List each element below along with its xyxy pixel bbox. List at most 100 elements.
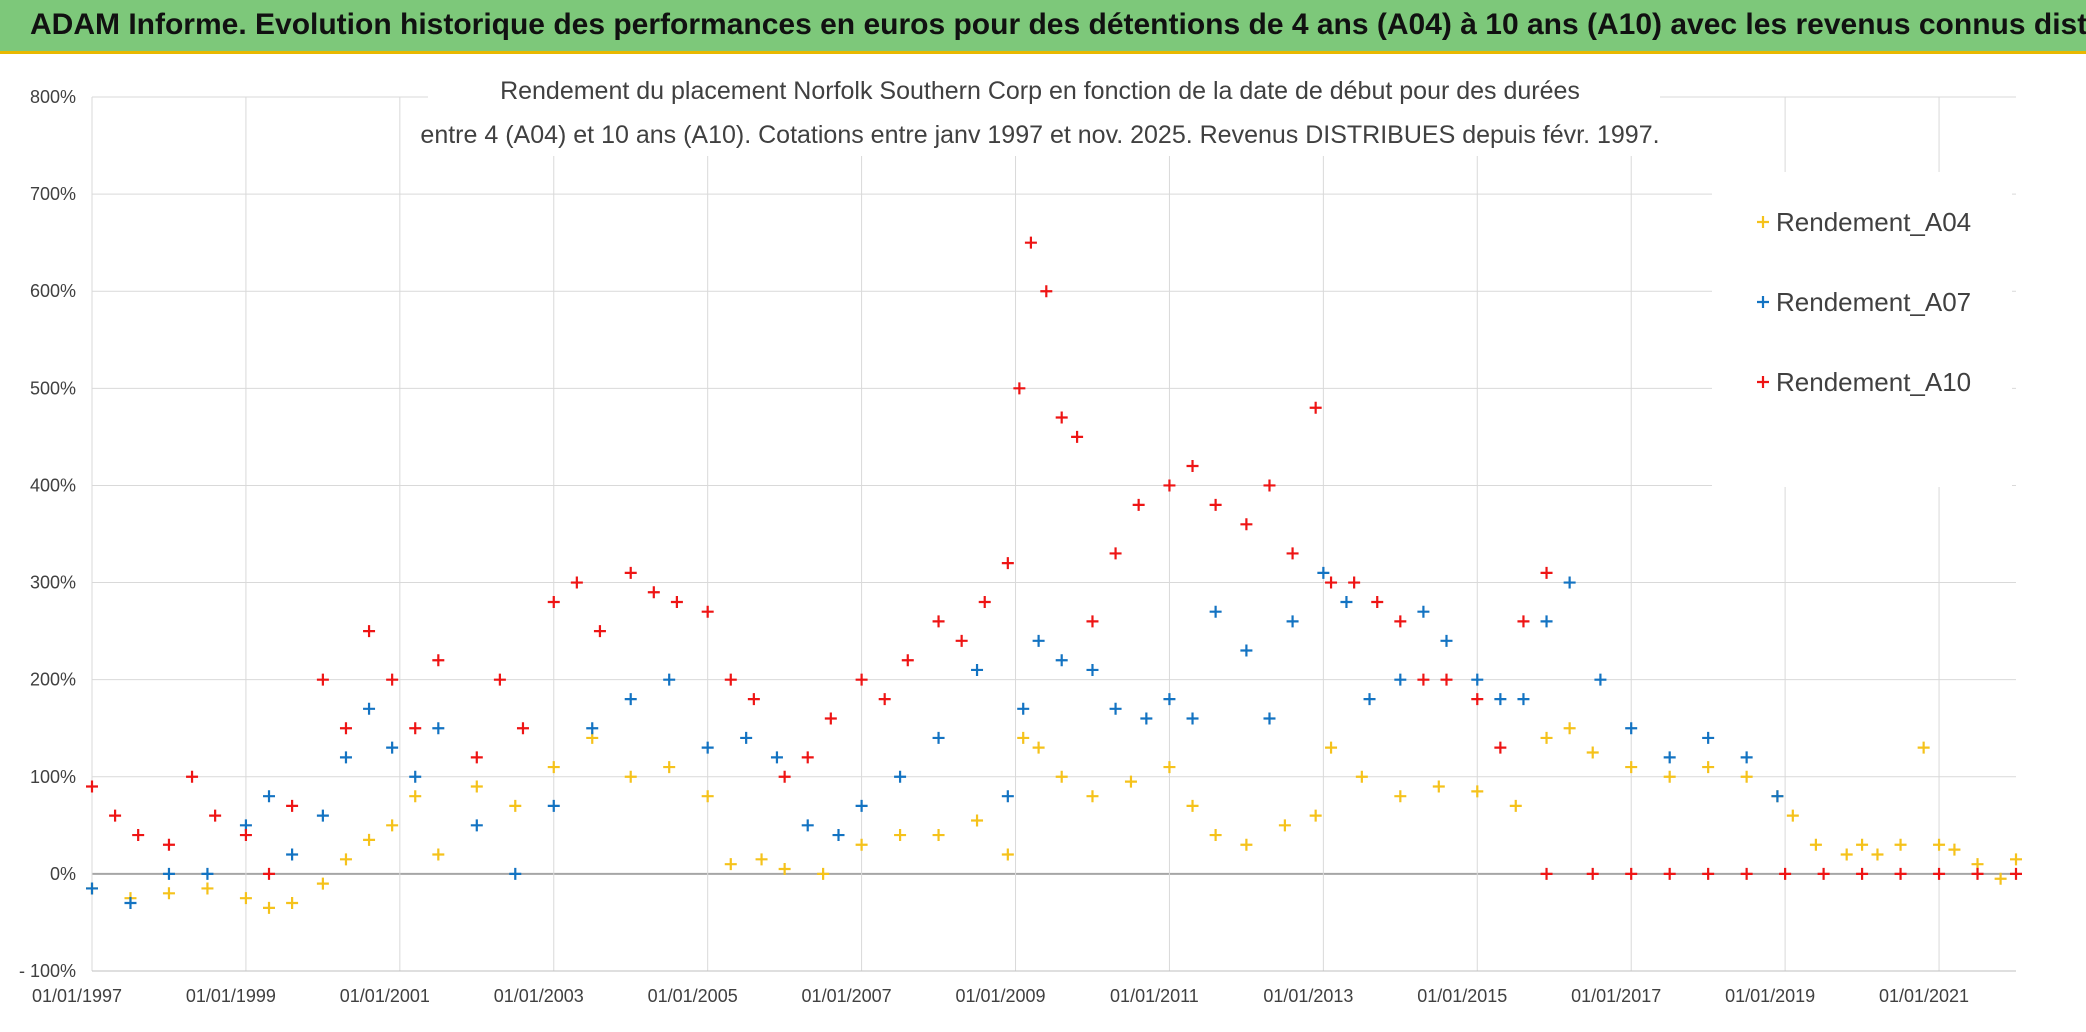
data-point xyxy=(363,702,376,715)
data-point xyxy=(1263,712,1276,725)
data-point xyxy=(1540,731,1553,744)
data-point xyxy=(1286,547,1299,560)
data-point xyxy=(1417,673,1430,686)
data-point xyxy=(432,654,445,667)
data-point xyxy=(1355,770,1368,783)
data-point xyxy=(132,829,145,842)
y-tick-label: 600% xyxy=(30,281,76,301)
data-point xyxy=(1055,411,1068,424)
data-point xyxy=(263,867,276,880)
data-point xyxy=(1917,741,1930,754)
chart-title-line-1: Rendement du placement Norfolk Southern … xyxy=(500,77,1580,105)
data-point xyxy=(1132,498,1145,511)
data-point xyxy=(724,673,737,686)
y-tick-label: 800% xyxy=(30,87,76,107)
data-point xyxy=(1163,479,1176,492)
y-tick-label: 400% xyxy=(30,475,76,495)
data-point xyxy=(547,799,560,812)
data-point xyxy=(239,892,252,905)
data-point xyxy=(1086,663,1099,676)
data-point xyxy=(1471,785,1484,798)
data-point xyxy=(263,901,276,914)
data-point xyxy=(670,595,683,608)
x-tick-label: 01/01/2009 xyxy=(955,986,1045,1006)
data-point xyxy=(1702,867,1715,880)
y-tick-label: 200% xyxy=(30,670,76,690)
data-point xyxy=(832,829,845,842)
data-point xyxy=(1278,819,1291,832)
data-point xyxy=(124,897,137,910)
data-point xyxy=(1779,867,1792,880)
series-layer xyxy=(86,236,2022,914)
data-point xyxy=(1013,382,1026,395)
data-point xyxy=(1186,799,1199,812)
data-point xyxy=(1240,644,1253,657)
data-point xyxy=(1663,751,1676,764)
data-point xyxy=(1263,479,1276,492)
data-point xyxy=(801,751,814,764)
data-point xyxy=(1994,872,2007,885)
data-point xyxy=(263,790,276,803)
data-point xyxy=(1517,615,1530,628)
data-point xyxy=(1286,615,1299,628)
data-point xyxy=(1432,780,1445,793)
data-point xyxy=(547,761,560,774)
data-point xyxy=(1494,693,1507,706)
banner-title: ADAM Informe. Evolution historique des p… xyxy=(30,8,2086,41)
data-point xyxy=(316,673,329,686)
series-rendement-a04 xyxy=(86,722,2022,914)
data-point xyxy=(1771,790,1784,803)
x-tick-label: 01/01/2021 xyxy=(1879,986,1969,1006)
data-point xyxy=(186,770,199,783)
x-tick-label: 01/01/2007 xyxy=(802,986,892,1006)
data-point xyxy=(701,741,714,754)
data-point xyxy=(1209,498,1222,511)
data-point xyxy=(286,799,299,812)
legend-marker xyxy=(1757,376,1769,388)
data-point xyxy=(747,693,760,706)
data-point xyxy=(1032,741,1045,754)
chart: - 100% 0% 100% 200% 300% 400% 500% 600% 700% 800%… xyxy=(0,54,2086,1032)
data-point xyxy=(1540,615,1553,628)
x-tick-label: 01/01/2003 xyxy=(494,986,584,1006)
data-point xyxy=(1517,693,1530,706)
data-point xyxy=(1948,843,1961,856)
series-rendement-a10 xyxy=(1540,867,2022,880)
data-point xyxy=(1440,634,1453,647)
data-point xyxy=(778,770,791,783)
data-point xyxy=(1740,770,1753,783)
title-background xyxy=(428,66,1660,156)
data-point xyxy=(824,712,837,725)
data-point xyxy=(1317,566,1330,579)
data-point xyxy=(971,663,984,676)
data-point xyxy=(409,722,422,735)
data-point xyxy=(1309,401,1322,414)
data-point xyxy=(647,586,660,599)
data-point xyxy=(1871,848,1884,861)
data-point xyxy=(1494,741,1507,754)
data-point xyxy=(624,693,637,706)
data-point xyxy=(86,882,98,895)
data-point xyxy=(1363,693,1376,706)
y-tick-label: 0% xyxy=(50,864,76,884)
data-point xyxy=(1417,605,1430,618)
data-point xyxy=(878,693,891,706)
legend-label: Rendement_A04 xyxy=(1776,207,1971,237)
data-point xyxy=(363,833,376,846)
data-point xyxy=(162,887,175,900)
data-point xyxy=(409,770,422,783)
data-point xyxy=(432,848,445,861)
data-point xyxy=(1663,770,1676,783)
data-point xyxy=(386,673,399,686)
data-point xyxy=(1625,761,1638,774)
data-point xyxy=(1209,829,1222,842)
data-point xyxy=(1001,848,1014,861)
y-tick-label: 100% xyxy=(30,767,76,787)
data-point xyxy=(1140,712,1153,725)
data-point xyxy=(162,838,175,851)
data-point xyxy=(1109,702,1122,715)
data-point xyxy=(201,867,214,880)
x-tick-label: 01/01/2013 xyxy=(1263,986,1353,1006)
data-point xyxy=(901,654,914,667)
data-point xyxy=(1309,809,1322,822)
